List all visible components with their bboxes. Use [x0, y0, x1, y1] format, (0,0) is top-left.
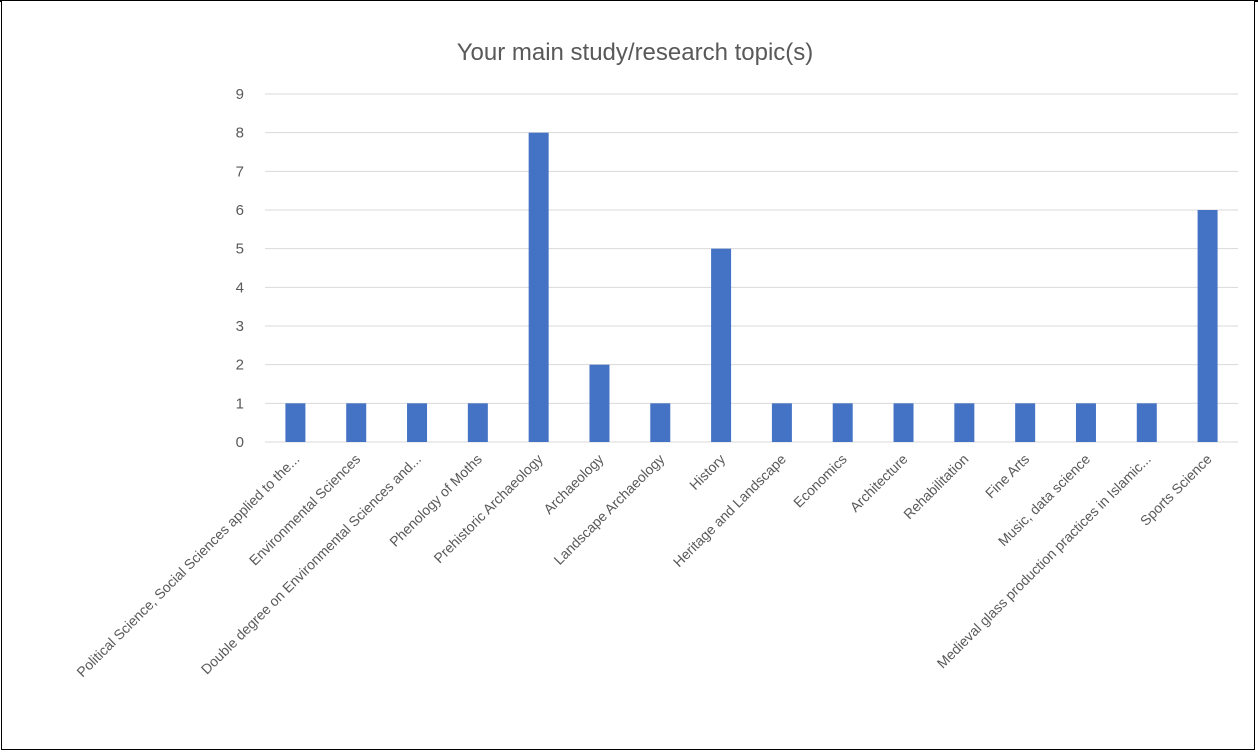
y-tick-label: 6 [236, 202, 244, 219]
bar [1015, 403, 1036, 442]
bar [893, 403, 914, 442]
x-tick-label: Archaeology [540, 451, 606, 517]
bar [1136, 403, 1157, 442]
bar [650, 403, 671, 442]
x-tick-label: History [686, 451, 728, 493]
x-tick-label: Political Science, Social Sciences appli… [73, 451, 302, 680]
y-tick-label: 7 [236, 163, 244, 180]
bar [346, 403, 367, 442]
y-tick-label: 8 [236, 125, 244, 142]
y-tick-label: 0 [236, 434, 244, 451]
x-tick-label: Rehabilitation [900, 451, 971, 522]
x-tick-label: Heritage and Landscape [670, 451, 789, 570]
bar [285, 403, 306, 442]
bar [467, 403, 488, 442]
y-tick-label: 5 [236, 241, 244, 258]
bar [528, 132, 549, 442]
y-axis-ticks: 0 1 2 3 4 5 6 7 8 9 [236, 86, 244, 451]
bar [711, 248, 732, 442]
gridlines [265, 93, 1238, 443]
y-tick-label: 9 [236, 86, 244, 103]
x-tick-label: Medieval glass production practices in I… [934, 451, 1154, 671]
bar [832, 403, 853, 442]
bar [954, 403, 975, 442]
y-tick-label: 2 [236, 357, 244, 374]
bar [407, 403, 428, 442]
bar [589, 364, 610, 442]
x-tick-label: Economics [790, 451, 850, 511]
y-tick-label: 1 [236, 395, 244, 412]
x-tick-label: Fine Arts [982, 451, 1032, 501]
y-tick-label: 4 [236, 279, 244, 296]
x-tick-label: Double degree on Environmental Sciences … [198, 451, 424, 677]
y-tick-label: 3 [236, 318, 244, 335]
bar [1197, 210, 1218, 442]
x-tick-label: Prehistoric Archaeology [430, 451, 545, 566]
x-tick-label: Architecture [847, 451, 911, 515]
bar [1075, 403, 1096, 442]
x-axis-labels: Political Science, Social Sciences appli… [73, 451, 1215, 680]
chart-title: Your main study/research topic(s) [457, 39, 814, 66]
x-tick-label: Environmental Sciences [246, 451, 364, 569]
x-tick-label: Landscape Archaeology [550, 451, 667, 568]
bars [285, 132, 1218, 442]
bar [771, 403, 792, 442]
